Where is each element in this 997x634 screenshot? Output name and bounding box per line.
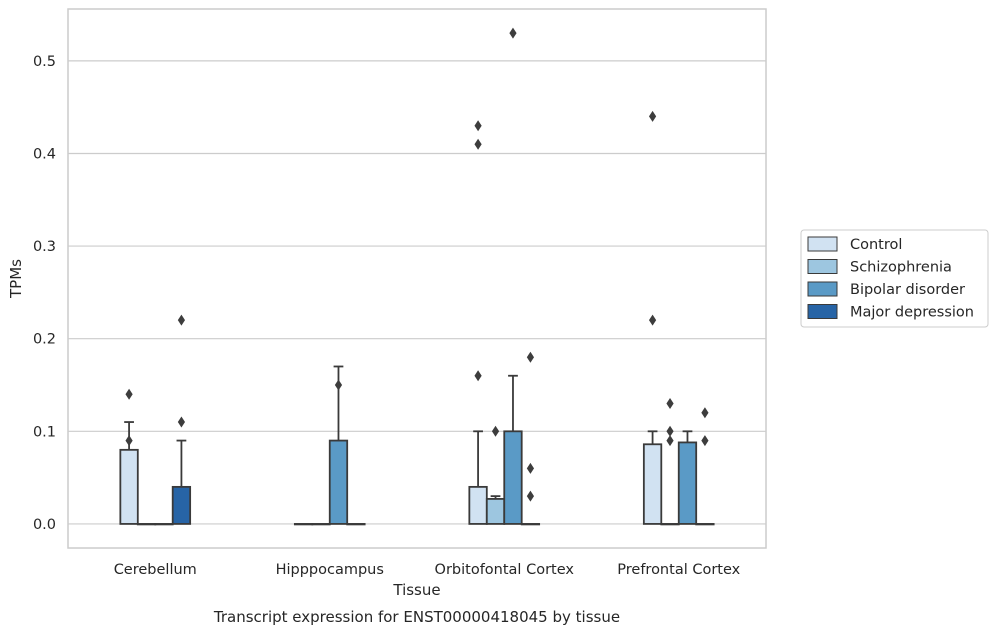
outlier-point	[648, 314, 657, 326]
outlier-point	[701, 407, 709, 419]
x-tick-label: Cerebellum	[114, 562, 197, 578]
outlier-point	[474, 120, 482, 132]
legend-label: Major depression	[850, 305, 974, 321]
y-tick-label: 0.0	[33, 517, 56, 533]
outlier-point	[666, 435, 674, 447]
outlier-point	[474, 138, 482, 150]
outlier-point	[666, 425, 674, 437]
bar	[293, 523, 314, 526]
outlier-point	[509, 27, 517, 39]
outlier-point	[526, 462, 535, 474]
bar	[677, 441, 698, 525]
y-tick-label: 0.3	[33, 239, 56, 255]
outlier-point	[666, 398, 674, 410]
y-tick-label: 0.4	[33, 146, 56, 162]
outlier-point	[701, 435, 709, 447]
legend-label: Schizophrenia	[850, 260, 952, 276]
legend-swatch	[807, 304, 838, 319]
legend-label: Bipolar disorder	[850, 282, 965, 298]
outlier-point	[125, 388, 133, 400]
bars	[119, 430, 715, 526]
y-tick-label: 0.2	[33, 332, 56, 348]
bar	[154, 523, 174, 526]
bar	[503, 430, 523, 525]
chart-caption: Transcript expression for ENST0000041804…	[213, 608, 620, 626]
bar	[119, 448, 139, 525]
outlier-point	[526, 490, 535, 502]
legend-label: Control	[850, 237, 902, 253]
bar	[171, 485, 192, 525]
bar	[346, 523, 366, 526]
legend-swatch	[807, 281, 838, 297]
bar	[485, 498, 506, 525]
bar	[311, 523, 331, 526]
bar	[136, 523, 157, 526]
outlier-point	[648, 110, 657, 122]
x-tick-label: Prefrontal Cortex	[617, 562, 740, 578]
whiskers	[124, 365, 693, 499]
outliers	[125, 27, 709, 502]
legend-swatch	[807, 236, 838, 252]
legend-swatch	[807, 259, 838, 274]
outlier-point	[334, 379, 343, 391]
plot-frame	[67, 8, 767, 549]
bar	[520, 523, 541, 526]
outlier-point	[177, 416, 186, 428]
outlier-point	[125, 435, 133, 447]
bar	[695, 523, 715, 526]
outlier-point	[491, 425, 500, 437]
y-tick-label: 0.5	[33, 54, 56, 70]
y-tick-label: 0.1	[33, 424, 56, 440]
bar	[642, 443, 663, 525]
legend-frame	[800, 229, 989, 328]
x-tick-labels: Cerebellum Hipppocampus Orbitofontal Corte…	[114, 562, 741, 578]
bar	[468, 485, 488, 525]
bar	[328, 439, 349, 525]
y-axis-title: TPMs	[7, 259, 25, 299]
x-tick-label: Orbitofontal Cortex	[435, 562, 575, 578]
outlier-point	[177, 314, 186, 326]
outlier-point	[526, 351, 535, 363]
outlier-point	[474, 370, 482, 382]
x-axis-title: Tissue	[392, 581, 440, 599]
y-tick-labels: 0.0 0.1 0.2 0.3 0.4 0.5	[33, 54, 56, 533]
legend: Control Schizophrenia Bipolar disorder Majo…	[800, 229, 989, 328]
x-tick-label: Hipppocampus	[276, 562, 384, 578]
bar	[660, 523, 680, 526]
